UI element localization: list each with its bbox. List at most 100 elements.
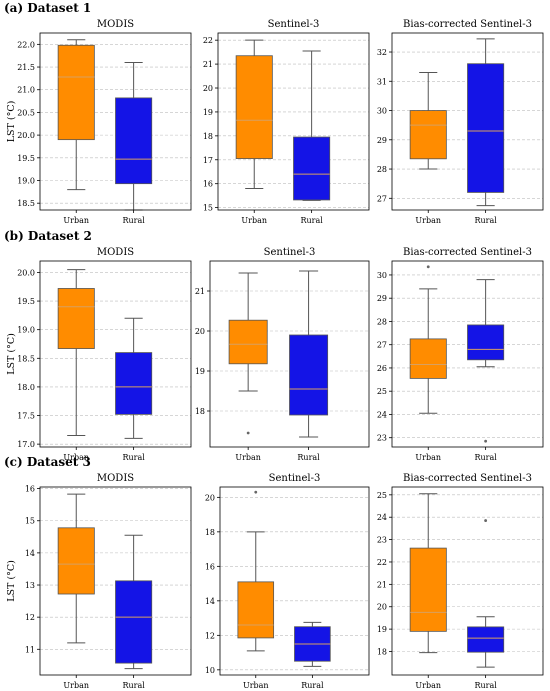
box-urban <box>228 272 268 435</box>
outlier-point <box>254 490 258 494</box>
y-tick-label: 18.0 <box>17 383 35 392</box>
box-urban <box>235 39 273 189</box>
box-body <box>57 288 95 349</box>
y-tick-label: 25 <box>377 387 387 396</box>
y-tick-label: 20 <box>377 603 387 612</box>
y-tick-label: 16 <box>203 180 213 189</box>
plot-frame <box>391 32 544 211</box>
y-tick-label: 19 <box>203 108 213 117</box>
y-tick-label: 29 <box>377 136 387 145</box>
x-tick-label: Urban <box>241 216 267 225</box>
y-tick-label: 21 <box>195 287 205 296</box>
box-body <box>467 626 505 653</box>
panel-5: Sentinel-3 18 19 20 21 Urban Rural <box>195 247 370 462</box>
y-tick-label: 20 <box>205 493 215 502</box>
y-tick-label: 30 <box>377 271 387 280</box>
x-tick-label: Urban <box>415 681 441 690</box>
y-tick-label: 24 <box>377 410 387 419</box>
box-rural <box>289 270 329 438</box>
y-tick-label: 21.0 <box>17 86 35 95</box>
box-urban <box>57 269 95 437</box>
x-tick-label: Urban <box>63 216 89 225</box>
y-tick-label: 12 <box>25 613 35 622</box>
y-tick-label: 12 <box>205 631 215 640</box>
panel-2: Sentinel-3 15 16 17 18 19 20 21 22 Urban Rural <box>203 19 370 225</box>
box-body <box>235 55 273 159</box>
box-rural <box>294 621 331 667</box>
box-rural <box>467 279 505 443</box>
x-tick-label: Urban <box>235 453 261 462</box>
plot-frame <box>391 260 544 448</box>
box-body <box>409 547 447 632</box>
outlier-point <box>246 431 250 435</box>
y-tick-label: 32 <box>377 48 387 57</box>
box-body <box>467 63 505 193</box>
y-tick-label: 22 <box>377 558 387 567</box>
y-tick-label: 19.5 <box>17 297 35 306</box>
box-body <box>115 352 153 415</box>
plot-frame <box>391 486 544 676</box>
y-tick-label: 19.0 <box>17 177 35 186</box>
y-tick-label: 21.5 <box>17 63 35 72</box>
y-tick-label: 17.0 <box>17 440 35 449</box>
dataset-label: (c) Dataset 3 <box>4 455 91 469</box>
box-body <box>293 136 331 201</box>
panel-1: (a) Dataset 1 MODIS 18.5 19.0 19.5 20.0 20.5 21… <box>4 1 192 225</box>
plot-frame <box>219 486 370 676</box>
x-tick-label: Rural <box>297 453 320 462</box>
y-tick-label: 20.0 <box>17 131 35 140</box>
plot-frame <box>217 32 370 211</box>
y-tick-label: 23 <box>377 434 387 443</box>
y-tick-label: 15 <box>25 517 35 526</box>
y-tick-label: 18.5 <box>17 354 35 363</box>
y-tick-label: 11 <box>25 645 35 654</box>
y-tick-label: 16 <box>25 485 35 494</box>
box-body <box>115 97 153 185</box>
y-tick-label: 18.5 <box>17 199 35 208</box>
x-tick-label: Rural <box>301 681 324 690</box>
x-tick-label: Urban <box>63 453 89 462</box>
y-tick-label: 22 <box>203 36 213 45</box>
dataset-label: (b) Dataset 2 <box>4 229 92 243</box>
box-body <box>237 581 275 639</box>
y-tick-label: 20 <box>195 327 205 336</box>
y-tick-label: 18 <box>195 407 205 416</box>
x-tick-label: Urban <box>63 681 89 690</box>
y-tick-label: 18 <box>205 528 215 537</box>
y-tick-label: 28 <box>377 165 387 174</box>
y-tick-label: 27 <box>377 341 387 350</box>
y-tick-label: 25 <box>377 491 387 500</box>
y-tick-label: 20 <box>203 84 213 93</box>
box-rural <box>467 38 505 207</box>
box-body <box>228 319 268 365</box>
box-rural <box>115 534 153 670</box>
outlier-point <box>426 265 430 269</box>
x-tick-label: Rural <box>122 216 145 225</box>
y-tick-label: 19.0 <box>17 326 35 335</box>
y-tick-label: 15 <box>203 204 213 213</box>
outlier-point <box>484 519 488 522</box>
box-body <box>467 324 505 361</box>
panel-9: Bias-corrected Sentinel-3 18 19 20 21 22 23 24 2… <box>377 473 544 690</box>
y-tick-label: 19.5 <box>17 154 35 163</box>
y-tick-label: 31 <box>377 77 387 86</box>
panel-title: MODIS <box>97 473 134 484</box>
box-body <box>57 527 95 595</box>
x-tick-label: Rural <box>474 216 497 225</box>
plot-frame <box>39 260 192 448</box>
box-body <box>115 580 153 664</box>
box-rural <box>115 317 153 439</box>
panel-4: (b) Dataset 2 MODIS 17.0 17.5 18.0 18.5 19.0 19… <box>4 229 192 462</box>
box-rural <box>293 50 331 201</box>
panel-title: Sentinel-3 <box>264 247 316 258</box>
x-tick-label: Rural <box>300 216 323 225</box>
panel-title: Bias-corrected Sentinel-3 <box>403 473 532 484</box>
y-tick-label: 18 <box>377 648 387 657</box>
box-urban <box>57 493 95 644</box>
box-body <box>409 110 447 160</box>
panel-7: (c) Dataset 3 MODIS 11 12 13 14 15 16 LST (°C) Ur… <box>4 455 192 690</box>
panel-title: Bias-corrected Sentinel-3 <box>403 247 532 258</box>
x-tick-label: Urban <box>415 216 441 225</box>
x-tick-label: Urban <box>415 453 441 462</box>
panel-8: Sentinel-3 10 12 14 16 18 20 Urban Rural <box>205 473 370 690</box>
